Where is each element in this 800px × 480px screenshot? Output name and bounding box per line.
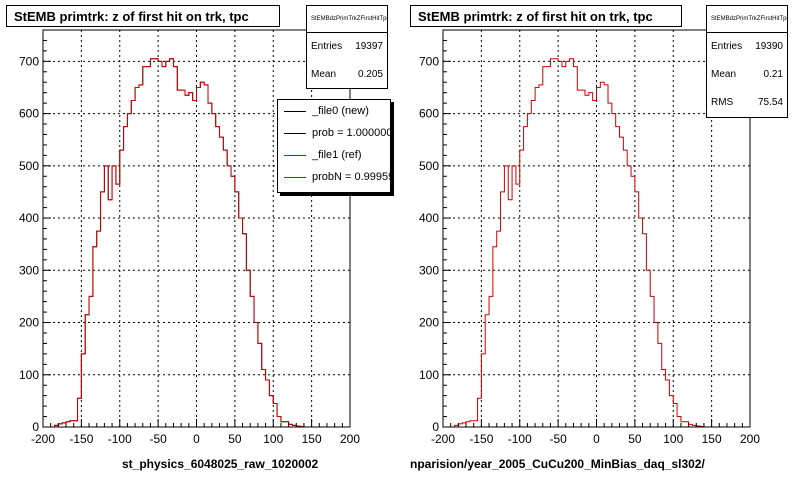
right-y-tick-label: 600 [419,107,439,121]
right-histogram-plot: -200 -150 -100 -50 0 50 100 150 200 0 100 200 300 400… [419,29,760,446]
right-y-tick-label: 400 [419,211,439,225]
left-y-tick-label: 300 [19,263,39,277]
left-x-axis-label: st_physics_6048025_raw_1020002 [122,457,319,471]
left-y-tick-label: 600 [19,107,39,121]
left-stats-entries-row: Entries 19397 [307,33,387,61]
left-stats-name: StEMBdzPrimTrkZFirstHitTpc [307,6,387,33]
legend-label-probn: probN = 0.999593 [312,171,390,183]
left-y-tick-label: 700 [19,54,39,68]
right-stats-mean-label: Mean [711,69,737,80]
left-x-tick-label: 0 [193,432,200,446]
right-stats-rms-value: 75.54 [757,97,783,108]
left-stats-entries-value: 19397 [355,41,383,52]
right-stats-entries-row: Entries 19390 [707,33,787,61]
left-legend: _file0 (new) prob = 1.000000 _file1 (ref… [277,99,391,193]
right-histogram-series-0 [454,58,739,428]
legend-entry-probn: probN = 0.999593 [278,166,390,188]
left-stats-mean-row: Mean 0.205 [307,61,387,89]
right-y-tick-label: 0 [432,420,439,434]
left-x-tick-label: -100 [108,432,132,446]
left-stats-box: StEMBdzPrimTrkZFirstHitTpc Entries 19397… [306,5,388,89]
left-y-tick-label: 0 [32,420,39,434]
right-x-tick-label: 150 [702,432,722,446]
right-y-tick-label: 300 [419,263,439,277]
right-x-tick-label: 200 [740,432,760,446]
right-x-tick-label: -100 [508,432,532,446]
left-stats-mean-label: Mean [311,69,337,80]
right-y-tick-label: 100 [419,368,439,382]
left-x-tick-label: -50 [149,432,167,446]
right-x-tick-label: 100 [663,432,683,446]
right-stats-mean-row: Mean 0.21 [707,61,787,89]
legend-entry-file0: _file0 (new) [278,100,390,122]
legend-swatch-file0 [284,110,306,112]
right-x-axis-label: nparision/year_2005_CuCu200_MinBias_daq_… [410,457,705,471]
legend-label-file0: _file0 (new) [312,105,369,117]
right-y-tick-label: 500 [419,159,439,173]
left-stats-mean-value: 0.205 [357,69,383,80]
left-x-tick-label: -200 [31,432,55,446]
left-chart-title: StEMB primtrk: z of first hit on trk, tp… [6,5,280,27]
right-stats-entries-label: Entries [711,41,743,52]
left-y-tick-label: 400 [19,211,39,225]
left-y-tick-label: 500 [19,159,39,173]
left-x-tick-label: 200 [340,432,360,446]
right-stats-box: StEMBdzPrimTrkZFirstHitTpc Entries 19390… [706,5,788,118]
right-x-tick-label: -150 [469,432,493,446]
legend-swatch-probn [284,176,306,178]
right-x-tick-label: -50 [549,432,567,446]
legend-entry-file1: _file1 (ref) [278,144,390,166]
left-histogram-plot: -200 -150 -100 -50 0 50 100 150 200 0 100 200 300 400… [19,29,360,446]
right-x-tick-label: 50 [628,432,642,446]
left-y-tick-label: 100 [19,368,39,382]
left-histogram-series-1 [54,58,339,428]
right-stats-name: StEMBdzPrimTrkZFirstHitTpc [707,6,787,33]
right-stats-rms-label: RMS [711,97,734,108]
legend-swatch-prob [284,132,306,134]
right-y-tick-label: 200 [419,316,439,330]
legend-swatch-file1 [284,154,306,156]
left-x-tick-label: 150 [302,432,322,446]
legend-entry-prob: prob = 1.000000 [278,122,390,144]
right-stats-mean-value: 0.21 [763,69,783,80]
legend-label-file1: _file1 (ref) [312,149,362,161]
legend-label-prob: prob = 1.000000 [312,127,391,139]
right-x-tick-label: -200 [431,432,455,446]
left-x-tick-label: -150 [69,432,93,446]
left-stats-entries-label: Entries [311,41,343,52]
left-x-tick-label: 100 [263,432,283,446]
right-histogram-panel: -200 -150 -100 -50 0 50 100 150 200 0 100 200 300 400… [400,0,800,480]
right-chart-title: StEMB primtrk: z of first hit on trk, tp… [410,5,682,27]
right-y-tick-label: 700 [419,54,439,68]
right-x-tick-label: 0 [593,432,600,446]
left-y-tick-label: 200 [19,316,39,330]
left-x-tick-label: 50 [228,432,242,446]
right-stats-rms-row: RMS 75.54 [707,89,787,117]
left-histogram-panel: -200 -150 -100 -50 0 50 100 150 200 0 100 200 300 400… [6,5,391,471]
right-stats-entries-value: 19390 [755,41,783,52]
